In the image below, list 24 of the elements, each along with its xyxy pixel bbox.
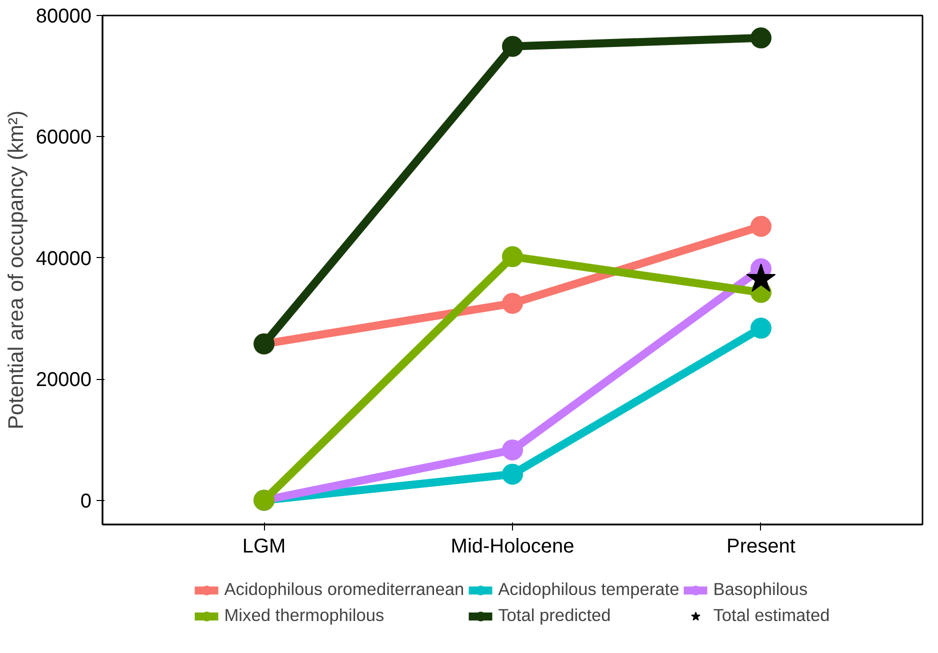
x-tick-label: Present — [726, 536, 796, 558]
y-tick-label: 20000 — [36, 369, 92, 392]
legend-label: Basophilous — [713, 579, 808, 600]
point — [502, 292, 523, 314]
point — [746, 264, 776, 292]
legend-label: Total predicted — [498, 605, 611, 626]
legend-label: Acidophilous oromediterranean — [224, 579, 464, 600]
legend-label: Total estimated — [713, 605, 830, 626]
point — [750, 318, 772, 339]
y-tick-label: 40000 — [36, 248, 92, 270]
y-tick-label: 80000 — [36, 6, 92, 28]
point — [750, 27, 772, 48]
point — [502, 36, 523, 57]
point — [502, 439, 523, 460]
x-tick-label: Mid-Holocene — [450, 536, 574, 558]
y-tick-label: 0 — [80, 490, 92, 512]
y-axis-title: Potential area of occupancy (km²) — [4, 110, 28, 430]
y-tick-label: 60000 — [36, 126, 92, 149]
point — [750, 216, 772, 237]
legend-label: Acidophilous temperate — [498, 579, 680, 600]
legend-label: Mixed thermophilous — [224, 605, 384, 626]
point — [502, 464, 523, 485]
point — [502, 246, 523, 268]
x-tick-label: LGM — [242, 536, 286, 558]
